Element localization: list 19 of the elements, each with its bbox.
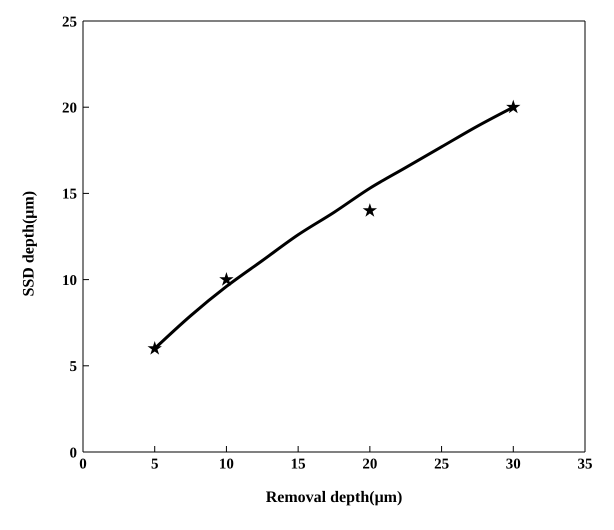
y-tick-label: 25	[62, 14, 77, 30]
x-tick-label: 10	[218, 456, 234, 473]
point	[148, 341, 162, 355]
x-tick-label: 20	[362, 456, 378, 473]
x-tick-label: 25	[434, 456, 450, 473]
y-tick-label: 5	[70, 359, 77, 376]
x-tick-label: 15	[290, 456, 306, 473]
y-axis-title: SSD depth(μm)	[20, 190, 38, 296]
y-tick-label: 10	[62, 272, 77, 289]
y-tick-label: 0	[70, 445, 77, 462]
x-axis-title: Removal depth(μm)	[266, 489, 402, 506]
point	[362, 203, 378, 217]
x-tick-label: 35	[578, 456, 592, 473]
y-tick-label: 20	[62, 100, 77, 117]
point	[506, 100, 520, 114]
y-tick-label: 15	[62, 186, 77, 203]
x-tick-label: 5	[150, 456, 158, 473]
x-tick-label: 30	[506, 456, 521, 473]
point	[219, 272, 234, 286]
